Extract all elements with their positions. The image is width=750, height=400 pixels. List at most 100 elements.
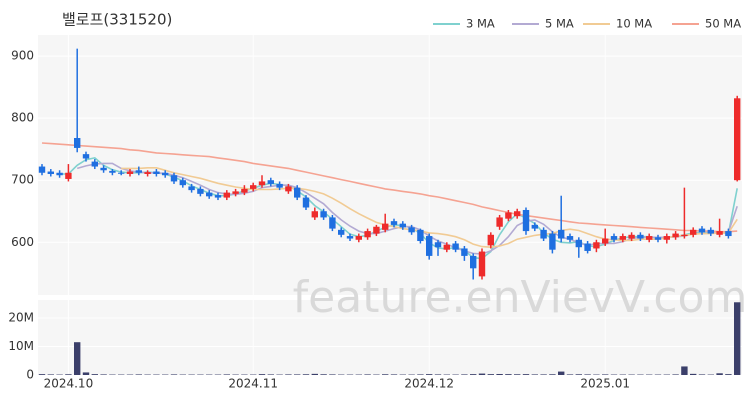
candle-body bbox=[707, 229, 714, 234]
candle-body bbox=[373, 226, 380, 234]
x-tick-label: 2024.12 bbox=[404, 377, 454, 391]
candle-body bbox=[399, 223, 406, 228]
candle-body bbox=[478, 251, 486, 277]
candle-body bbox=[144, 172, 151, 174]
candle-body bbox=[311, 211, 318, 218]
candle-body bbox=[56, 172, 63, 176]
volume-bar bbox=[734, 302, 741, 375]
volume-bar bbox=[285, 374, 292, 375]
candle-body bbox=[470, 255, 477, 269]
x-tick-label: 2024.11 bbox=[228, 377, 278, 391]
candle-body bbox=[47, 171, 54, 174]
volume-bar bbox=[294, 374, 301, 375]
candle-body bbox=[514, 211, 521, 217]
candle-body bbox=[540, 229, 547, 239]
volume-bar bbox=[531, 374, 538, 375]
candle-body bbox=[584, 243, 591, 251]
candle-body bbox=[619, 236, 626, 240]
candle-body bbox=[408, 227, 415, 233]
candle-body bbox=[214, 195, 222, 198]
volume-bar bbox=[549, 374, 556, 375]
candle-body bbox=[74, 138, 81, 148]
volume-bar bbox=[487, 374, 494, 375]
volume-bar bbox=[223, 374, 230, 375]
candle-body bbox=[382, 223, 389, 230]
candle-body bbox=[285, 186, 292, 192]
candle-body bbox=[681, 234, 688, 237]
candle-body bbox=[443, 244, 450, 250]
candle-body bbox=[329, 217, 336, 229]
volume-bar bbox=[38, 374, 46, 375]
candle-body bbox=[135, 170, 142, 173]
candle-body bbox=[126, 171, 134, 174]
volume-bar bbox=[478, 373, 486, 375]
legend-label: 50 MA bbox=[705, 17, 741, 31]
y-tick-label: 700 bbox=[11, 173, 34, 187]
candle-body bbox=[575, 239, 582, 248]
candle-body bbox=[531, 224, 538, 229]
legend-label: 5 MA bbox=[545, 17, 574, 31]
y-tick-label: 20M bbox=[8, 310, 34, 324]
volume-bar bbox=[575, 374, 582, 375]
volume-bar bbox=[390, 374, 398, 375]
y-tick-label: 10M bbox=[8, 339, 34, 353]
volume-panel bbox=[38, 300, 742, 375]
ma-line bbox=[41, 142, 738, 233]
volume-bar bbox=[496, 374, 503, 375]
x-tick-label: 2024.10 bbox=[44, 377, 94, 391]
candle-body bbox=[162, 172, 169, 176]
candle-body bbox=[672, 233, 679, 238]
volume-bar bbox=[470, 374, 477, 375]
volume-bar bbox=[584, 374, 591, 375]
volume-bar bbox=[725, 374, 732, 375]
candle-body bbox=[698, 228, 706, 233]
x-tick-label: 2025.01 bbox=[580, 377, 630, 391]
volume-bar bbox=[417, 374, 424, 375]
candle-body bbox=[417, 229, 424, 242]
volume-bar bbox=[382, 374, 389, 375]
volume-bar bbox=[311, 373, 318, 375]
volume-bar bbox=[672, 374, 679, 375]
ma-line bbox=[121, 167, 738, 249]
candle-body bbox=[725, 231, 732, 237]
y-tick-label: 600 bbox=[11, 235, 34, 249]
candle-body bbox=[82, 154, 90, 159]
candle-body bbox=[487, 234, 494, 246]
volume-bar bbox=[434, 374, 442, 375]
candle-body bbox=[452, 243, 459, 250]
candle-body bbox=[522, 209, 530, 232]
legend-label: 10 MA bbox=[616, 17, 652, 31]
candle-body bbox=[170, 175, 178, 182]
candle-body bbox=[654, 237, 662, 240]
candle-body bbox=[65, 172, 72, 179]
volume-bar bbox=[690, 373, 697, 375]
candle-body bbox=[100, 167, 107, 171]
candle-body bbox=[496, 217, 503, 227]
candle-body bbox=[232, 191, 239, 194]
volume-bar bbox=[47, 374, 54, 375]
candle-body bbox=[593, 242, 600, 249]
volume-bar bbox=[681, 366, 688, 375]
volume-bar bbox=[716, 373, 723, 375]
candle-body bbox=[663, 236, 670, 240]
candle-body bbox=[355, 236, 362, 240]
candle-body bbox=[558, 229, 565, 239]
volume-bar bbox=[135, 374, 142, 375]
watermark: feature.enVievV.com bbox=[293, 272, 748, 323]
volume-bar bbox=[74, 342, 81, 375]
volume-bar bbox=[426, 374, 433, 375]
candle-body bbox=[223, 192, 230, 198]
volume-bar bbox=[505, 374, 512, 375]
volume-bar bbox=[522, 374, 530, 375]
volume-bar bbox=[65, 374, 72, 375]
candle-body bbox=[690, 229, 697, 235]
volume-bar bbox=[329, 374, 336, 375]
candle-body bbox=[346, 236, 354, 239]
legend-label: 3 MA bbox=[466, 17, 495, 31]
candle-body bbox=[505, 212, 512, 219]
candle-body bbox=[250, 185, 257, 189]
volume-bar bbox=[82, 372, 90, 375]
volume-bar bbox=[258, 374, 266, 375]
volume-bar bbox=[320, 374, 327, 375]
